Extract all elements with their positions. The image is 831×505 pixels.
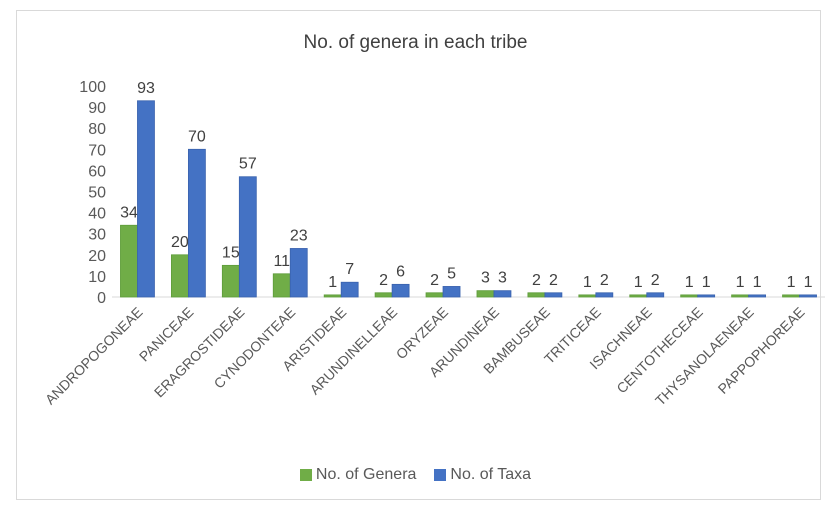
data-label-genera: 34 (120, 204, 138, 221)
bar-genera (476, 290, 495, 298)
bar-genera (782, 294, 800, 298)
data-label-genera: 15 (222, 244, 240, 261)
legend-label-taxa: No. of Taxa (450, 466, 532, 483)
data-label-taxa: 70 (188, 128, 206, 145)
legend-label-genera: No. of Genera (315, 466, 417, 483)
bar-taxa (391, 283, 410, 298)
bar-taxa (187, 148, 206, 298)
data-label-taxa: 2 (600, 272, 609, 289)
bar-genera (680, 294, 699, 298)
bar-genera (323, 294, 342, 298)
data-label-taxa: 93 (137, 80, 155, 97)
bar-taxa (646, 292, 665, 298)
y-tick-label: 100 (79, 79, 106, 96)
bar-taxa (238, 176, 257, 298)
y-tick-label: 30 (88, 227, 106, 244)
data-label-taxa: 5 (447, 265, 456, 282)
data-label-genera: 1 (328, 274, 337, 291)
bar-genera (527, 292, 546, 298)
data-label-taxa: 7 (345, 261, 354, 278)
data-label-genera: 1 (634, 274, 643, 291)
data-label-genera: 3 (481, 270, 490, 287)
bar-taxa (289, 248, 308, 298)
data-label-genera: 1 (685, 274, 694, 291)
legend-swatch-genera (299, 469, 312, 481)
x-tick-label: ARUNDINELLEAE (306, 304, 400, 398)
data-label-genera: 20 (171, 234, 189, 251)
data-label-genera: 1 (583, 274, 592, 291)
bar-genera (425, 292, 444, 298)
bar-genera (629, 294, 648, 298)
y-tick-label: 40 (88, 206, 106, 223)
bar-taxa (697, 294, 716, 298)
bar-genera (120, 224, 138, 298)
data-label-taxa: 2 (549, 272, 558, 289)
x-tick-label: THYSANOLAENEAE (652, 304, 757, 409)
bar-taxa (493, 290, 512, 298)
x-tick-label: ANDROPOGONEAE (42, 304, 146, 408)
bar-taxa (137, 100, 155, 298)
data-label-taxa: 1 (753, 274, 762, 291)
x-tick-label: ERAGROSTIDEAE (151, 304, 248, 401)
legend: No. of Genera No. of Taxa (0, 466, 831, 484)
bar-taxa (748, 294, 767, 298)
bar-genera (374, 292, 393, 298)
bar-genera (170, 254, 189, 298)
data-label-taxa: 6 (396, 263, 405, 280)
bar-taxa (544, 292, 563, 298)
data-label-taxa: 1 (702, 274, 711, 291)
legend-item-taxa: No. of Taxa (434, 466, 531, 484)
bar-taxa (340, 281, 359, 298)
y-tick-label: 90 (88, 100, 106, 117)
data-label-taxa: 23 (290, 227, 308, 244)
bar-genera (221, 264, 240, 298)
data-label-genera: 1 (736, 274, 745, 291)
y-tick-label: 60 (88, 163, 106, 180)
bar-taxa (799, 294, 817, 298)
y-tick-label: 10 (88, 269, 106, 286)
data-label-taxa: 2 (651, 272, 660, 289)
bar-genera (272, 273, 291, 298)
bar-genera (731, 294, 750, 298)
legend-item-genera: No. of Genera (299, 466, 417, 484)
data-label-genera: 2 (532, 272, 541, 289)
data-label-taxa: 1 (804, 274, 813, 291)
y-tick-label: 0 (97, 290, 106, 307)
data-label-genera: 11 (273, 253, 290, 270)
data-label-taxa: 3 (498, 270, 507, 287)
data-label-genera: 2 (379, 272, 388, 289)
data-label-taxa: 57 (239, 156, 257, 173)
bar-genera (578, 294, 597, 298)
bar-taxa (595, 292, 614, 298)
x-tick-label: CENTOTHECEAE (613, 304, 706, 397)
chart-title: No. of genera in each tribe (303, 32, 528, 53)
y-tick-label: 80 (88, 121, 106, 138)
legend-swatch-taxa (434, 469, 447, 481)
y-tick-label: 20 (88, 248, 106, 265)
y-tick-label: 70 (88, 142, 106, 159)
data-label-genera: 2 (430, 272, 439, 289)
data-label-genera: 1 (787, 274, 796, 291)
y-tick-label: 50 (88, 185, 106, 202)
bar-taxa (442, 286, 461, 298)
x-tick-label: PAPPOPHOREAE (715, 304, 808, 397)
